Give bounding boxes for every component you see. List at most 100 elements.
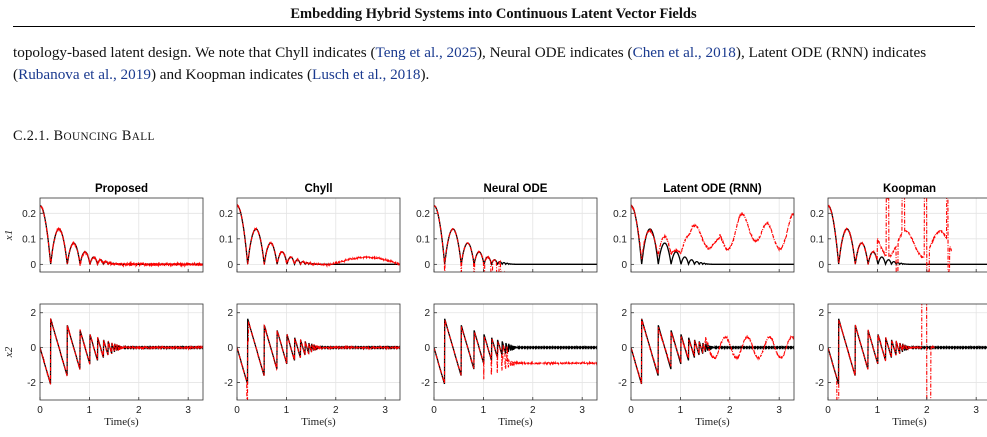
y-tick-label: -2 — [224, 378, 233, 389]
citation-link-lusch[interactable]: Lusch et al., 2018 — [312, 66, 421, 83]
ground-truth-line — [631, 205, 794, 266]
x-tick-label: 1 — [284, 405, 290, 416]
x-tick-label: 3 — [382, 405, 388, 416]
axes-frame — [630, 303, 795, 401]
x-tick-label: 0 — [234, 405, 240, 416]
x-tick-label: 3 — [185, 405, 191, 416]
y-tick-label: -2 — [815, 378, 824, 389]
y-axis-label: x2 — [3, 346, 15, 358]
y-tick-label: 0 — [424, 343, 430, 354]
axes-frame — [630, 197, 795, 273]
header-rule — [13, 26, 975, 27]
chart-panel: -2 0 2 0 1 2 3 Time(s) x2 — [3, 303, 204, 428]
x-tick-label: 2 — [136, 405, 142, 416]
chart-panel: 0 0.1 0.2 Latent ODE (RNN) — [613, 183, 795, 273]
prediction-line — [40, 317, 203, 385]
axes-frame — [433, 197, 598, 273]
y-tick-label: 0.1 — [22, 234, 36, 245]
section-number: C.2.1. — [13, 128, 50, 144]
y-tick-label: 0.1 — [416, 234, 430, 245]
y-tick-label: 0.2 — [416, 209, 430, 220]
axes-frame — [236, 197, 401, 273]
ground-truth-line — [40, 205, 203, 266]
paragraph-text: ) and Koopman indicates ( — [150, 66, 313, 83]
chart-panel: 0 0.1 0.2 Chyll — [219, 183, 401, 273]
y-tick-label: 0.2 — [810, 209, 824, 220]
chart-panel: 0 0.1 0.2 Neural ODE — [416, 183, 598, 273]
y-tick-label: 2 — [424, 308, 430, 319]
panel-title: Koopman — [883, 183, 936, 195]
x-tick-label: 2 — [530, 405, 536, 416]
prediction-line — [828, 304, 935, 400]
prediction-line — [434, 319, 597, 384]
ground-truth-line — [237, 205, 400, 266]
y-tick-label: -2 — [618, 378, 627, 389]
x-tick-label: 1 — [875, 405, 881, 416]
panel-title: Proposed — [95, 183, 148, 195]
y-tick-label: 0.1 — [613, 234, 627, 245]
x-tick-label: 0 — [431, 405, 437, 416]
y-tick-label: 0 — [227, 260, 233, 271]
axes-frame — [433, 303, 598, 401]
y-tick-label: 0 — [30, 260, 36, 271]
section-title-smallcaps: ALL — [131, 131, 155, 143]
panel-title: Chyll — [304, 183, 332, 195]
chart-panel: -2 0 2 0 1 2 3 Time(s) — [224, 303, 401, 428]
y-tick-label: 0 — [424, 260, 430, 271]
x-tick-label: 0 — [37, 405, 43, 416]
prediction-line — [434, 205, 506, 272]
prediction-line — [237, 203, 400, 268]
y-tick-label: 0.1 — [810, 234, 824, 245]
x-axis-label: Time(s) — [104, 416, 139, 428]
citation-link-teng[interactable]: Teng et al., 2025 — [375, 44, 477, 61]
prediction-line — [237, 321, 400, 400]
ground-truth-line — [434, 318, 597, 385]
paragraph-text: ). — [420, 66, 430, 83]
prediction-line — [631, 319, 794, 385]
x-tick-label: 3 — [973, 405, 979, 416]
axes-frame — [236, 303, 401, 401]
x-tick-label: 2 — [924, 405, 930, 416]
axes-frame — [39, 197, 204, 273]
prediction-line — [40, 205, 203, 268]
y-axis-label: x1 — [3, 230, 15, 241]
y-tick-label: 0.2 — [22, 209, 36, 220]
section-heading: C.2.1. BOUNCING BALL — [13, 128, 155, 145]
chart-panel: 0 0.1 0.2 Koopman — [810, 183, 987, 273]
y-tick-label: -2 — [421, 378, 430, 389]
x-tick-label: 2 — [333, 405, 339, 416]
ground-truth-line — [40, 318, 203, 385]
y-tick-label: 2 — [30, 308, 36, 319]
x-axis-label: Time(s) — [892, 416, 927, 428]
ground-truth-line — [631, 318, 794, 385]
paragraph-text: ), Latent ODE (RNN) indicates ( — [13, 44, 927, 83]
citation-link-rubanova[interactable]: Rubanova et al., 2019 — [18, 66, 151, 83]
bouncing-ball-figure: 0 0.1 0.2 Proposed x1 0 0.1 0.2 Chyll 0 0.1 0.2 Neur… — [3, 183, 987, 428]
chart-panel: 0 0.1 0.2 Proposed x1 — [3, 183, 204, 273]
x-tick-label: 1 — [678, 405, 684, 416]
x-axis-label: Time(s) — [695, 416, 730, 428]
y-tick-label: 0.2 — [219, 209, 233, 220]
running-header-title: Embedding Hybrid Systems into Continuous… — [290, 6, 697, 22]
x-tick-label: 0 — [628, 405, 634, 416]
y-tick-label: -2 — [27, 378, 36, 389]
section-title-letter: B — [121, 128, 132, 144]
x-tick-label: 3 — [579, 405, 585, 416]
y-tick-label: 0 — [621, 260, 627, 271]
panel-title: Latent ODE (RNN) — [663, 183, 762, 195]
x-tick-label: 1 — [87, 405, 93, 416]
x-tick-label: 2 — [727, 405, 733, 416]
chart-panel: -2 0 2 0 1 2 3 Time(s) — [421, 303, 598, 428]
prediction-line — [828, 198, 953, 272]
chart-panel: -2 0 2 0 1 2 3 Time(s) — [815, 303, 987, 428]
x-tick-label: 3 — [776, 405, 782, 416]
y-tick-label: 0.2 — [613, 209, 627, 220]
body-paragraph: topology-based latent design. We note th… — [13, 42, 977, 86]
y-tick-label: 0 — [227, 343, 233, 354]
paragraph-text: ), Neural ODE indicates ( — [476, 44, 633, 61]
axes-frame — [39, 303, 204, 401]
section-title-smallcaps: OUNCING — [63, 131, 118, 143]
citation-link-chen[interactable]: Chen et al., 2018 — [632, 44, 736, 61]
y-tick-label: 2 — [818, 308, 824, 319]
ground-truth-line — [237, 318, 400, 385]
